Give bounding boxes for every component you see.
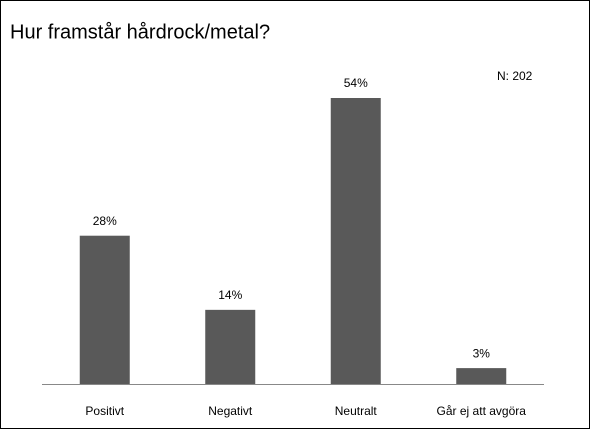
x-tick-label: Negativt bbox=[208, 404, 253, 418]
bar bbox=[205, 309, 256, 384]
chart-title: Hur framstår hårdrock/metal? bbox=[10, 21, 270, 43]
x-tick-label: Neutralt bbox=[335, 404, 378, 418]
data-label: 54% bbox=[344, 76, 368, 90]
data-label: 28% bbox=[93, 214, 117, 228]
bar bbox=[330, 98, 381, 384]
x-tick-label: Positivt bbox=[85, 404, 124, 418]
data-label: 14% bbox=[218, 288, 242, 302]
data-label: 3% bbox=[473, 346, 491, 360]
bar bbox=[456, 368, 507, 384]
annotation: N: 202 bbox=[497, 69, 533, 83]
bar bbox=[79, 235, 130, 384]
x-tick-label: Går ej att avgöra bbox=[437, 404, 527, 418]
